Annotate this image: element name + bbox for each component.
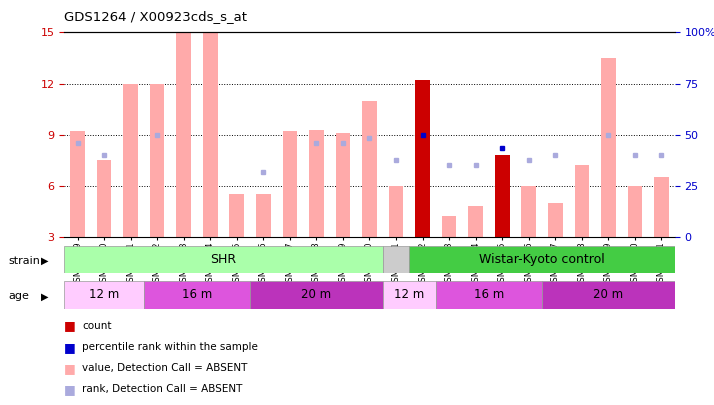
Text: ▶: ▶ (41, 256, 49, 266)
Bar (309, 130, 323, 237)
Bar (542, 281, 675, 309)
Text: age: age (9, 292, 29, 301)
Text: 20 m: 20 m (301, 288, 331, 301)
Text: ■: ■ (64, 320, 76, 333)
Text: percentile rank within the sample: percentile rank within the sample (82, 342, 258, 352)
Bar (575, 165, 589, 237)
Bar (601, 58, 615, 237)
Bar (409, 246, 675, 273)
Text: ■: ■ (64, 383, 76, 396)
Bar (654, 177, 669, 237)
Text: 16 m: 16 m (474, 288, 504, 301)
Bar (388, 186, 403, 237)
Text: ■: ■ (64, 341, 76, 354)
Bar (150, 83, 164, 237)
Text: SHR: SHR (211, 253, 236, 266)
Bar (250, 281, 383, 309)
Bar (229, 194, 244, 237)
Bar (283, 131, 297, 237)
Text: 12 m: 12 m (89, 288, 119, 301)
Text: strain: strain (9, 256, 41, 266)
Bar (203, 32, 218, 237)
Text: value, Detection Call = ABSENT: value, Detection Call = ABSENT (82, 363, 248, 373)
Text: 20 m: 20 m (593, 288, 623, 301)
Bar (521, 186, 536, 237)
Text: rank, Detection Call = ABSENT: rank, Detection Call = ABSENT (82, 384, 243, 394)
Text: ■: ■ (64, 362, 76, 375)
Bar (383, 246, 409, 273)
Bar (442, 217, 456, 237)
Bar (436, 281, 542, 309)
Bar (383, 281, 436, 309)
Bar (495, 155, 510, 237)
Bar (144, 281, 250, 309)
Text: count: count (82, 321, 111, 331)
Bar (468, 206, 483, 237)
Bar (416, 80, 430, 237)
Bar (97, 160, 111, 237)
Bar (256, 194, 271, 237)
Text: GDS1264 / X00923cds_s_at: GDS1264 / X00923cds_s_at (64, 10, 247, 23)
Bar (70, 131, 85, 237)
Bar (362, 100, 377, 237)
Bar (548, 203, 563, 237)
Text: 12 m: 12 m (394, 288, 424, 301)
Bar (176, 32, 191, 237)
Bar (124, 83, 138, 237)
Bar (64, 281, 144, 309)
Text: Wistar-Kyoto control: Wistar-Kyoto control (479, 253, 605, 266)
Text: ▶: ▶ (41, 292, 49, 301)
Bar (336, 133, 351, 237)
Text: 16 m: 16 m (182, 288, 212, 301)
Bar (628, 186, 642, 237)
Bar (64, 246, 383, 273)
